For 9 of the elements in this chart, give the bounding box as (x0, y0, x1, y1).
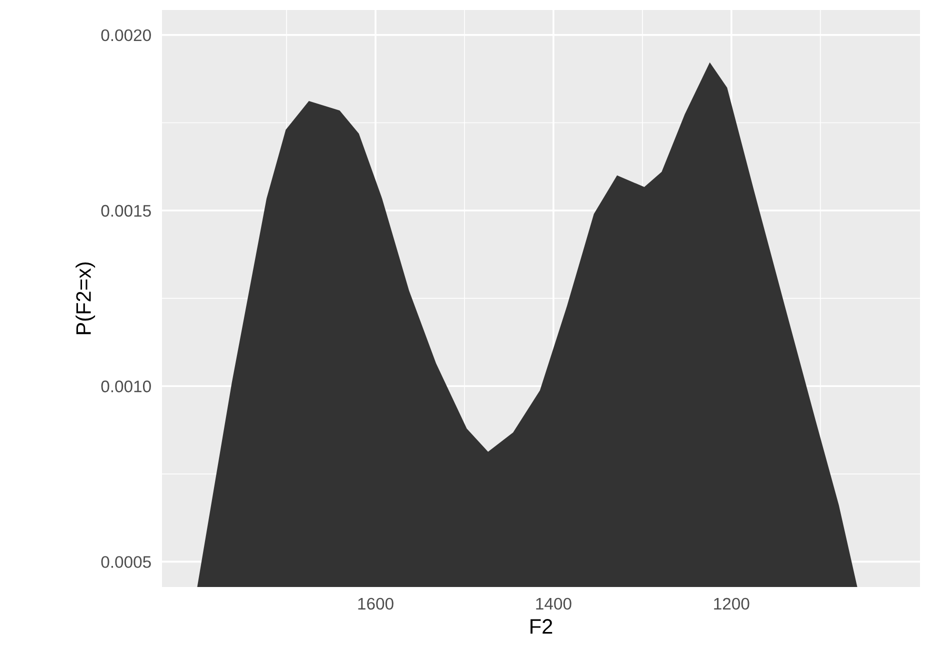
x-tick-label: 1200 (714, 598, 750, 610)
y-tick-label: 0.0015 (101, 204, 151, 217)
y-tick-label: 0.0010 (101, 380, 151, 392)
y-tick-label: 0.0020 (101, 29, 151, 42)
x-tick-label: 1400 (536, 598, 572, 610)
y-tick-label: 0.0005 (101, 556, 151, 568)
x-tick-label: 1600 (358, 598, 394, 610)
y-axis-title: P(F2=x) (76, 262, 96, 334)
x-axis-title: F2 (530, 619, 552, 634)
